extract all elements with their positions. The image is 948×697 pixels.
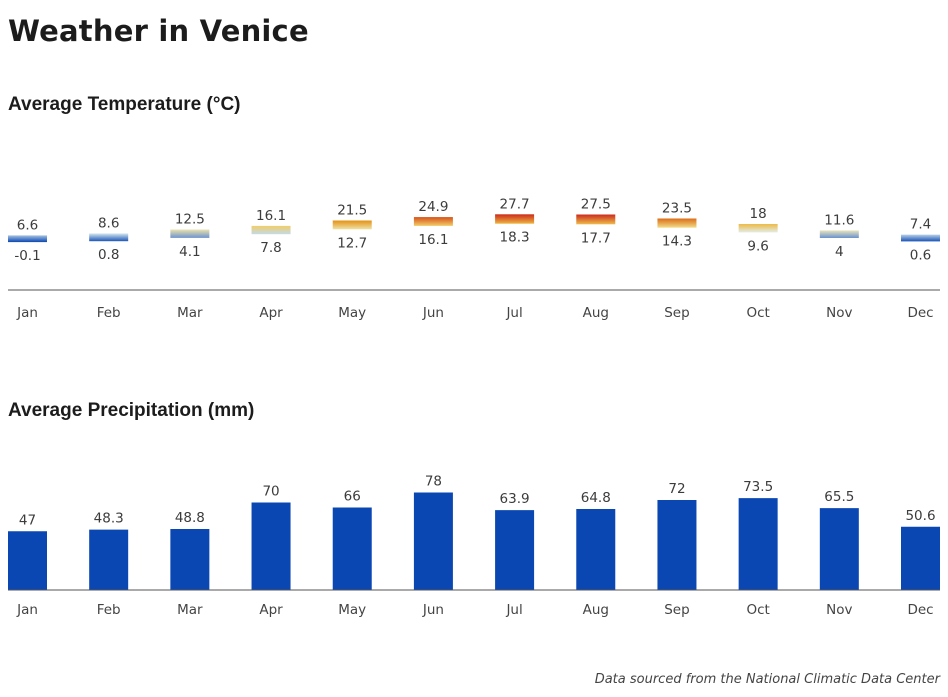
temperature-month-tick: Mar <box>177 305 203 321</box>
precipitation-value-label: 64.8 <box>581 490 611 506</box>
temperature-high-label: 12.5 <box>175 212 205 228</box>
precipitation-bar-sep <box>657 500 697 590</box>
precipitation-value-label: 48.8 <box>175 510 205 526</box>
precipitation-month-tick: Mar <box>177 602 203 618</box>
temperature-range-bar-may <box>332 220 372 230</box>
temperature-low-label: 0.8 <box>98 247 119 263</box>
temperature-high-label: 7.4 <box>910 217 931 233</box>
temperature-range-bar-jan <box>8 235 47 243</box>
temperature-high-label: 27.5 <box>581 197 611 213</box>
temperature-range-bar-apr <box>251 225 291 235</box>
temperature-range-bar-oct <box>738 224 778 233</box>
precipitation-bar-feb <box>89 529 129 590</box>
precipitation-bar-jul <box>495 510 535 590</box>
temperature-month-tick: Feb <box>97 305 121 321</box>
precipitation-bar-mar <box>170 529 210 590</box>
precipitation-bar-oct <box>738 498 778 590</box>
temperature-low-label: 18.3 <box>500 230 530 246</box>
precipitation-month-tick: Jan <box>16 602 38 618</box>
temperature-range-bar-jun <box>413 217 453 226</box>
temperature-range-bar-aug <box>576 214 616 225</box>
precipitation-value-label: 50.6 <box>905 508 935 524</box>
precipitation-value-label: 72 <box>668 481 685 497</box>
temperature-range-bar-sep <box>657 218 697 228</box>
temperature-low-label: 17.7 <box>581 230 611 246</box>
temperature-high-label: 24.9 <box>418 199 448 215</box>
temperature-high-label: 8.6 <box>98 215 119 231</box>
temperature-high-label: 27.7 <box>500 196 530 212</box>
precipitation-bar-aug <box>576 509 616 590</box>
precipitation-month-tick: Jun <box>422 602 444 618</box>
temperature-month-tick: May <box>338 305 366 321</box>
precipitation-month-tick: Jul <box>505 602 522 618</box>
temperature-low-label: 4.1 <box>179 244 200 260</box>
temperature-month-tick: Apr <box>259 305 283 321</box>
temperature-high-label: 6.6 <box>17 217 38 233</box>
temperature-high-label: 21.5 <box>337 203 367 219</box>
precipitation-month-tick: Apr <box>259 602 283 618</box>
temperature-range-bar-dec <box>901 234 940 242</box>
temperature-range-bar-nov <box>819 230 859 238</box>
temperature-low-label: 12.7 <box>337 235 367 251</box>
precipitation-bar-may <box>332 507 372 590</box>
temperature-month-tick: Dec <box>907 305 933 321</box>
precipitation-value-label: 63.9 <box>500 491 530 507</box>
temperature-range-bar-mar <box>170 229 210 238</box>
precipitation-value-label: 78 <box>425 474 442 490</box>
precipitation-month-tick: Nov <box>826 602 852 618</box>
temperature-range-bar-jul <box>495 214 535 224</box>
precipitation-value-label: 66 <box>344 489 361 505</box>
precipitation-value-label: 73.5 <box>743 479 773 495</box>
temperature-low-label: 7.8 <box>260 240 281 256</box>
precipitation-bar-dec <box>901 526 940 590</box>
temperature-chart: 6.6 -0.1 Jan 8.6 0.8 Feb 12.5 4.1 Mar 16.1 7.8 Apr 2… <box>8 196 940 321</box>
temperature-range-bar-feb <box>89 233 129 242</box>
temperature-month-tick: Jun <box>422 305 444 321</box>
temperature-low-label: -0.1 <box>14 248 40 264</box>
temperature-month-tick: Nov <box>826 305 852 321</box>
precipitation-month-tick: Aug <box>583 602 609 618</box>
precipitation-value-label: 47 <box>19 512 36 528</box>
temperature-low-label: 16.1 <box>418 232 448 248</box>
temperature-chart-title: Average Temperature (°C) <box>8 94 241 115</box>
precipitation-month-tick: Feb <box>97 602 121 618</box>
temperature-high-label: 23.5 <box>662 201 692 217</box>
temperature-high-label: 11.6 <box>824 212 854 228</box>
temperature-month-tick: Oct <box>746 305 769 321</box>
page-title: Weather in Venice <box>8 14 309 48</box>
precipitation-value-label: 70 <box>262 484 279 500</box>
precipitation-bar-jun <box>413 492 453 590</box>
temperature-high-label: 16.1 <box>256 208 286 224</box>
precipitation-month-tick: Oct <box>746 602 769 618</box>
temperature-month-tick: Aug <box>583 305 609 321</box>
temperature-month-tick: Jan <box>16 305 38 321</box>
temperature-month-tick: Jul <box>505 305 522 321</box>
precipitation-chart-title: Average Precipitation (mm) <box>8 400 255 421</box>
precipitation-month-tick: Dec <box>907 602 933 618</box>
precipitation-bar-jan <box>8 531 47 590</box>
temperature-low-label: 0.6 <box>910 247 931 263</box>
precipitation-bar-apr <box>251 502 291 590</box>
precipitation-month-tick: May <box>338 602 366 618</box>
temperature-month-tick: Sep <box>664 305 689 321</box>
precipitation-chart: 47 Jan 48.3 Feb 48.8 Mar 70 Apr 66 May 78 Jun 63.9 Ju… <box>8 474 940 618</box>
temperature-low-label: 9.6 <box>747 238 768 254</box>
data-source-footnote: Data sourced from the National Climatic … <box>594 672 940 687</box>
temperature-low-label: 14.3 <box>662 234 692 250</box>
precipitation-value-label: 48.3 <box>94 511 124 527</box>
precipitation-month-tick: Sep <box>664 602 689 618</box>
precipitation-value-label: 65.5 <box>824 489 854 505</box>
precipitation-bar-nov <box>819 508 859 590</box>
temperature-high-label: 18 <box>750 206 767 222</box>
temperature-low-label: 4 <box>835 244 844 260</box>
